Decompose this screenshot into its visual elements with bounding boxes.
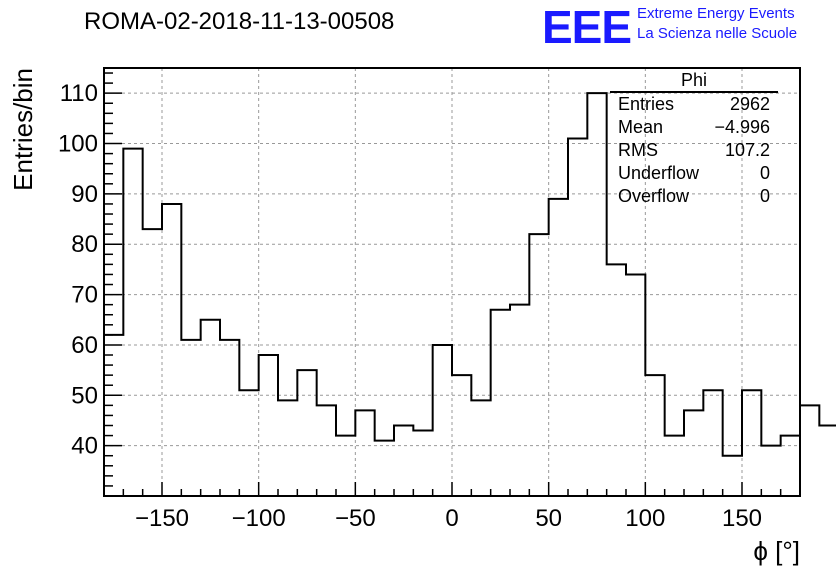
stats-value: 107.2	[724, 140, 770, 160]
logo-caption: Extreme Energy Events La Scienza nelle S…	[637, 4, 797, 44]
stats-value: 0	[759, 163, 770, 183]
stats-label: RMS	[618, 140, 658, 160]
y-tick-label: 60	[71, 332, 98, 359]
x-tick-label: −100	[232, 505, 286, 532]
x-tick-label: −50	[335, 505, 376, 532]
logo-line-1: Extreme Energy Events	[637, 5, 795, 22]
stats-value: −4.996	[714, 117, 770, 137]
stats-box-title: Phi	[610, 70, 778, 93]
y-tick-label: 40	[71, 433, 98, 460]
histogram-line	[104, 92, 836, 457]
stats-row-underflow: Underflow 0	[610, 162, 778, 185]
x-tick-label: 50	[535, 505, 562, 532]
stats-row-rms: RMS 107.2	[610, 139, 778, 162]
y-tick-label: 50	[71, 382, 98, 409]
y-tick-label: 70	[71, 282, 98, 309]
y-tick-label: 100	[58, 131, 98, 158]
y-axis-label: Entries/bin	[8, 68, 38, 191]
stats-row-entries: Entries 2962	[610, 93, 778, 116]
tick-labels: −150 −100 −50 0 50 100 150 40 50 60 70 80 90 100 110	[58, 80, 762, 532]
stats-row-mean: Mean −4.996	[610, 116, 778, 139]
x-tick-label: −150	[135, 505, 189, 532]
x-tick-label: 150	[722, 505, 762, 532]
x-tick-label: 100	[625, 505, 665, 532]
eee-logo: EEE	[542, 1, 632, 53]
y-tick-label: 110	[60, 80, 98, 107]
stats-value: 2962	[729, 94, 770, 114]
y-tick-label: 90	[71, 181, 98, 208]
stats-box: Phi Entries 2962 Mean −4.996 RMS 107.2 U…	[610, 70, 778, 208]
stats-label: Mean	[618, 117, 664, 137]
x-tick-label: 0	[445, 505, 458, 532]
stats-label: Overflow	[618, 186, 690, 206]
stats-label: Entries	[618, 94, 675, 114]
logo-line-2: La Scienza nelle Scuole	[637, 25, 798, 42]
stats-label: Underflow	[618, 163, 700, 183]
chart-title: ROMA-02-2018-11-13-00508	[84, 8, 395, 35]
stats-value: 0	[759, 186, 770, 206]
y-tick-label: 80	[71, 231, 98, 258]
stats-row-overflow: Overflow 0	[610, 185, 778, 208]
axis-ticks	[103, 72, 801, 496]
x-axis-label: ϕ [°]	[753, 536, 800, 566]
